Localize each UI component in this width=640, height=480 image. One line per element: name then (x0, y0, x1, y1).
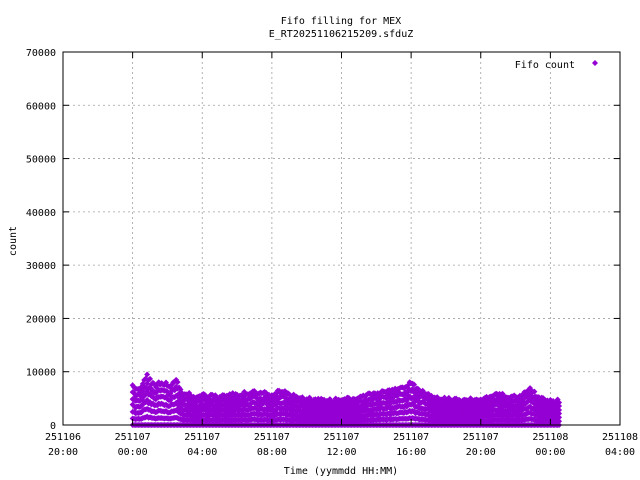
x-tick-date-label: 251106 (45, 432, 81, 443)
data-point (174, 379, 181, 386)
legend-marker (592, 60, 598, 66)
x-tick-time-label: 04:00 (187, 447, 217, 458)
x-tick-date-label: 251108 (602, 432, 638, 443)
x-axis-label: Time (yymmdd HH:MM) (284, 466, 398, 477)
y-tick-label: 30000 (26, 261, 56, 272)
x-tick-date-label: 251107 (323, 432, 359, 443)
y-tick-label: 10000 (26, 368, 56, 379)
y-axis-ticks: 0 10000 20000 30000 40000 50000 60000 70000 (26, 48, 620, 432)
x-tick-time-label: 00:00 (535, 447, 565, 458)
x-tick-date-label: 251107 (254, 432, 290, 443)
x-tick-time-label: 12:00 (326, 447, 356, 458)
x-tick-time-label: 20:00 (48, 447, 78, 458)
data-point (556, 403, 563, 410)
chart-subtitle: E_RT20251106215209.sfduZ (269, 29, 414, 40)
chart-title: Fifo filling for MEX (281, 16, 401, 27)
data-points (129, 371, 563, 428)
x-tick-date-label: 251107 (184, 432, 220, 443)
data-point (556, 407, 563, 414)
x-tick-date-label: 251107 (463, 432, 499, 443)
data-point (144, 371, 151, 378)
grid-lines (63, 52, 620, 425)
legend-label: Fifo count (515, 60, 575, 71)
y-axis-label: count (8, 226, 19, 256)
data-point (252, 399, 259, 406)
data-point (411, 381, 418, 388)
y-tick-label: 60000 (26, 101, 56, 112)
data-point (147, 375, 154, 382)
x-tick-date-label: 251108 (532, 432, 568, 443)
data-point (531, 388, 538, 395)
x-tick-time-label: 08:00 (257, 447, 287, 458)
x-tick-time-label: 16:00 (396, 447, 426, 458)
y-tick-label: 20000 (26, 314, 56, 325)
data-point (556, 399, 563, 406)
x-tick-time-label: 20:00 (466, 447, 496, 458)
data-point (556, 410, 563, 417)
x-tick-date-label: 251107 (115, 432, 151, 443)
y-tick-label: 40000 (26, 208, 56, 219)
data-point (556, 414, 563, 421)
y-tick-label: 50000 (26, 155, 56, 166)
y-tick-label: 0 (50, 421, 56, 432)
data-point (556, 418, 563, 425)
y-tick-label: 70000 (26, 48, 56, 59)
x-tick-time-label: 00:00 (118, 447, 148, 458)
x-axis-ticks: 251106 20:00 251107 00:00 251107 04:00 251107 0… (45, 52, 638, 458)
x-tick-time-label: 04:00 (605, 447, 635, 458)
x-tick-date-label: 251107 (393, 432, 429, 443)
legend: Fifo count (515, 60, 598, 71)
